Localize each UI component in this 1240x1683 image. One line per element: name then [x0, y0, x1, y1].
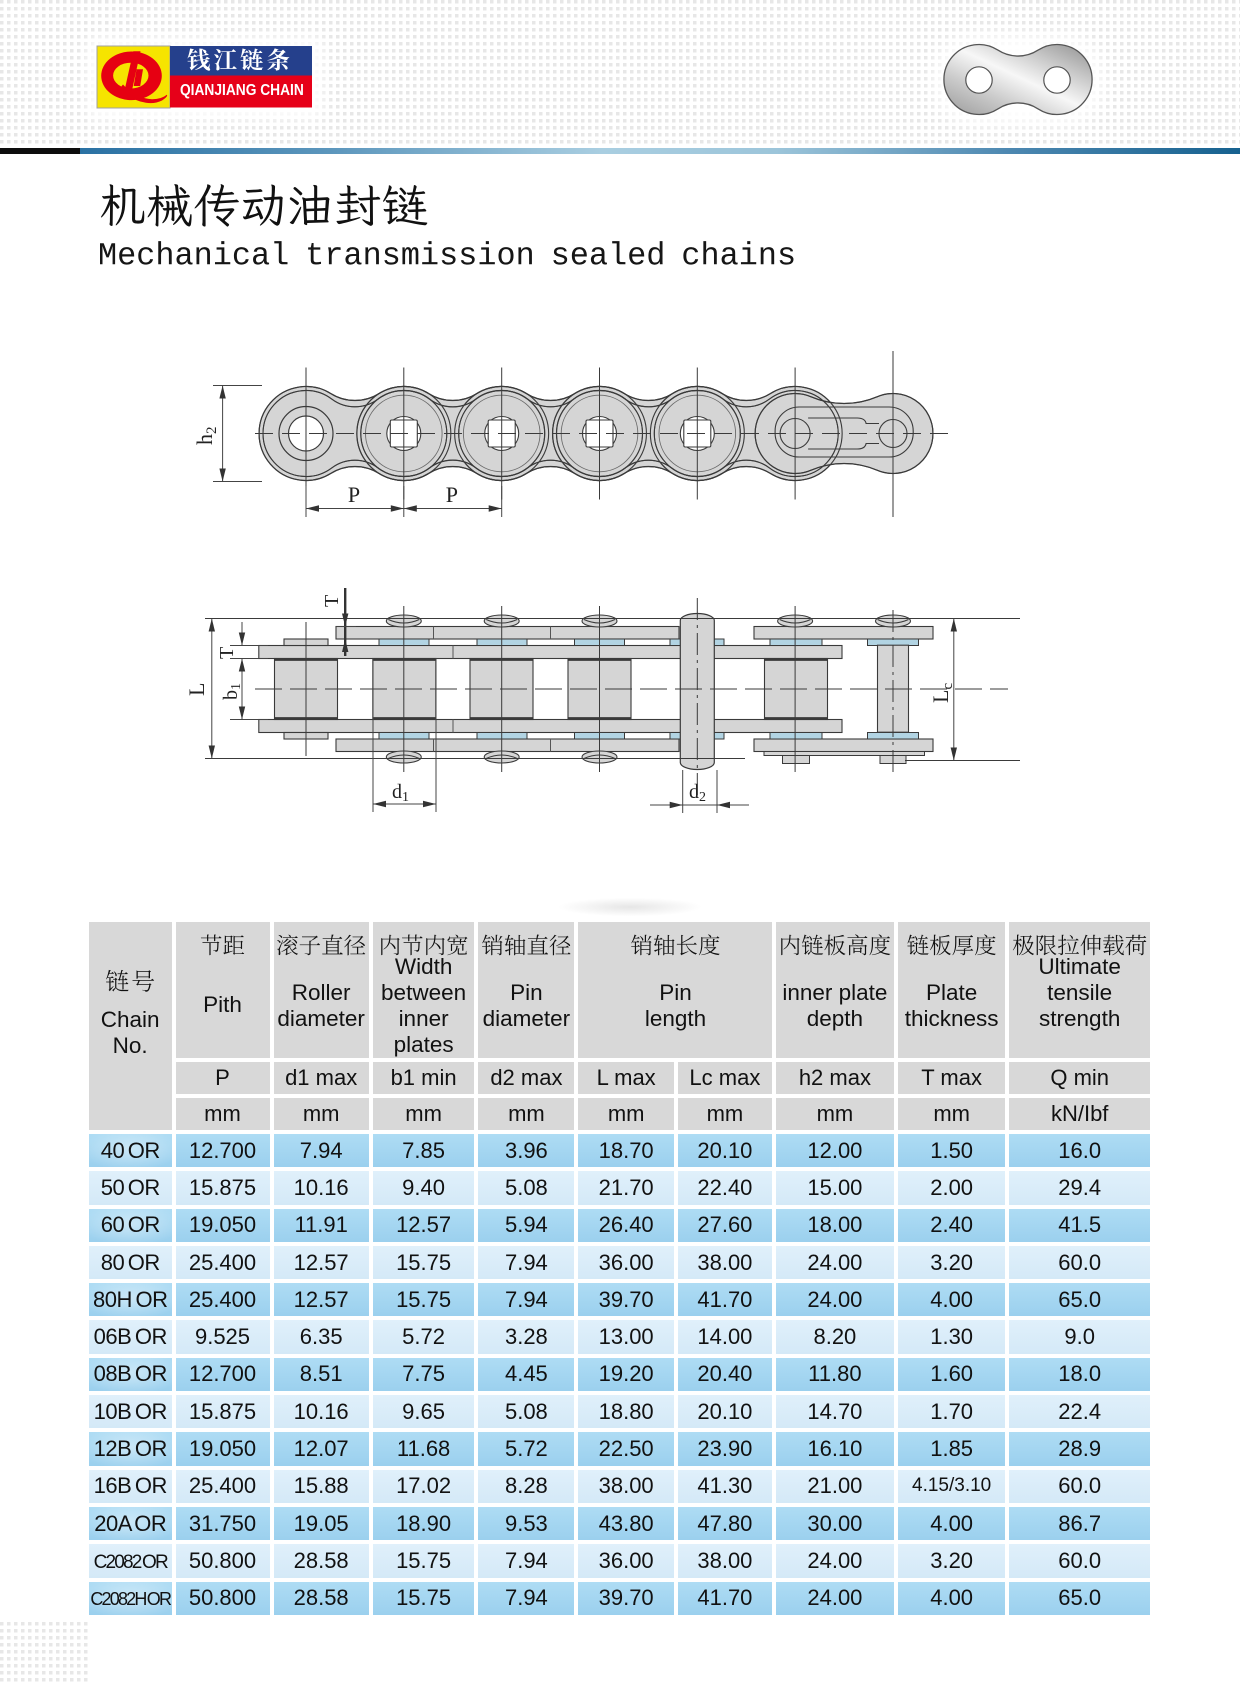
svg-text:d2: d2 [689, 781, 706, 805]
svg-text:L: L [184, 683, 209, 696]
svg-text:h2: h2 [192, 427, 220, 446]
svg-text:d1: d1 [392, 781, 409, 805]
svg-text:T: T [216, 647, 238, 659]
svg-text:Lc: Lc [928, 683, 956, 703]
svg-text:P: P [348, 482, 360, 507]
svg-text:P: P [446, 482, 458, 507]
svg-text:T: T [321, 595, 343, 607]
svg-text:b1: b1 [220, 683, 244, 700]
